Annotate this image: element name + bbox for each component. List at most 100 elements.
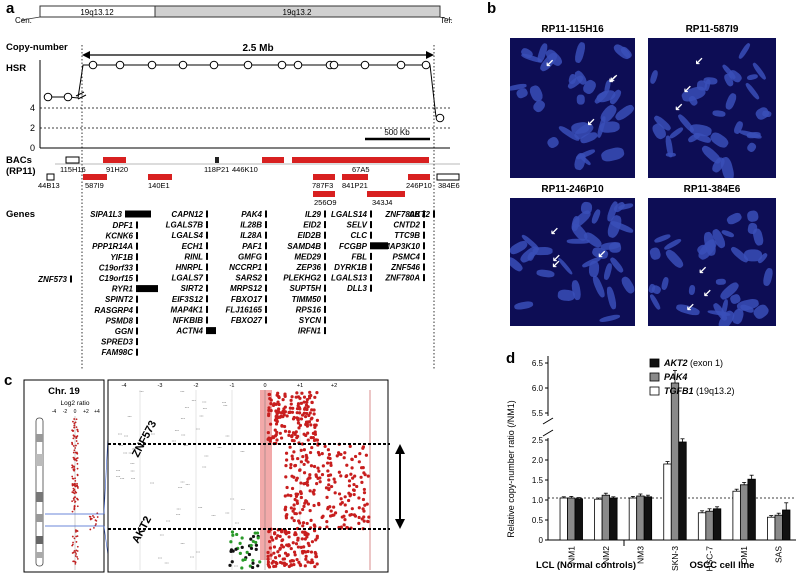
gene-SUPT5H: SUPT5H (289, 284, 321, 293)
scatter-point (298, 423, 303, 427)
scatter-point (301, 507, 305, 512)
gene-mark-LGALS14 (370, 210, 372, 218)
gene-mark-FAM98C (136, 348, 138, 356)
scatter-point (320, 472, 325, 477)
mini-point (96, 516, 99, 518)
scatter-point (312, 464, 317, 469)
scatter-point (303, 406, 307, 410)
chromosome-blob (745, 141, 758, 154)
probe-label: ••• (186, 482, 191, 487)
mini-point (75, 426, 78, 428)
bac-label-91H20: 91H20 (106, 165, 128, 174)
mini-point (77, 498, 79, 501)
scatter-point (290, 434, 294, 438)
probe-label: ••• (131, 475, 136, 480)
category-label-NM3: NM3 (635, 546, 645, 564)
probe-label: ••• (166, 518, 171, 523)
probe-label: ••• (217, 444, 222, 449)
probe-label: ••• (203, 406, 208, 411)
probe-label: ••• (251, 542, 256, 547)
mini-point (75, 491, 78, 494)
gene-LGALS4: LGALS4 (171, 231, 203, 240)
scatter-point (310, 540, 315, 544)
gene-mark-PAF1 (265, 242, 267, 250)
bac-446K10 (262, 157, 284, 163)
mini-point (73, 499, 75, 501)
scatter-point (286, 493, 290, 497)
scatter-point (299, 448, 303, 452)
fish-title-4: RP11-384E6 (683, 184, 741, 195)
chromosome-blob (590, 208, 602, 226)
scatter-point (283, 410, 287, 414)
probe-label: ••• (180, 540, 185, 545)
gene-ZNF780A: ZNF780A (384, 274, 420, 283)
mini-point (73, 458, 76, 461)
scatter-point (290, 486, 295, 491)
fish-title-2: RP11-587I9 (685, 24, 739, 35)
scatter-point (280, 424, 284, 428)
gene-mark-CNTD2 (423, 221, 425, 229)
scatter-point (307, 413, 311, 418)
scatter-point (343, 451, 347, 455)
mini-point (76, 467, 79, 470)
scatter-point (305, 535, 309, 539)
scatter-point (295, 391, 299, 395)
scatter-point (294, 430, 298, 434)
scatter-point (256, 564, 260, 568)
mini-point (93, 516, 95, 519)
scatter-point (301, 521, 306, 525)
scatter-point (327, 478, 331, 482)
scatter-point (276, 550, 280, 554)
gene-RYR1: RYR1 (112, 285, 134, 294)
scatter-point (256, 536, 260, 540)
bar-TGFB1-HSC-7 (697, 512, 707, 541)
scatter-point (339, 474, 343, 478)
mini-point (72, 451, 75, 454)
probe-label: ••• (178, 485, 183, 490)
chromosome-blob (662, 237, 683, 252)
mini-point (89, 515, 92, 518)
gene-mark-FLJ16165 (265, 305, 267, 313)
zoom-tick-7: +2 (331, 383, 337, 389)
bar-PAK4-NM2 (601, 494, 611, 541)
scatter-point (280, 538, 284, 543)
signal-arrow-icon: ↙ (694, 55, 704, 68)
scatter-point (362, 471, 366, 475)
signal-arrow-icon: ↙ (586, 116, 596, 129)
scatter-point (348, 494, 352, 498)
scatter-point (266, 550, 270, 555)
probe-label: ••• (172, 438, 177, 443)
y-tick-label: 5.5 (532, 409, 544, 418)
bac-115H16 (65, 156, 80, 164)
panel-c-figure: Chr. 19 Log2 ratio -4 -2 0 +2 +4 -4 -3 -… (23, 379, 405, 573)
chromosome-blob (573, 41, 587, 65)
y-tick-label: 6.0 (532, 384, 544, 393)
mini-point (74, 421, 77, 424)
gene-TIMM50: TIMM50 (292, 295, 322, 304)
bac-label-115H16: 115H16 (60, 165, 86, 174)
scatter-point (310, 558, 314, 562)
probe-label: ••• (124, 433, 129, 438)
legend-swatch-AKT2 (649, 358, 660, 368)
scatter-point (362, 509, 366, 513)
scatter-point (302, 411, 306, 415)
scatter-point (304, 557, 308, 561)
scatter-point (294, 492, 298, 496)
scatter-point (289, 398, 293, 402)
mini-point (72, 489, 75, 492)
scatter-point (366, 519, 370, 523)
gene-mark-SPRED3 (136, 338, 138, 346)
gene-LGALS14: LGALS14 (331, 210, 368, 219)
scatter-point (351, 488, 356, 492)
chromosome-blob (688, 284, 697, 295)
scatter-point (292, 507, 296, 511)
scatter-point (230, 530, 235, 534)
probe-label: ••• (223, 403, 228, 408)
gene-mark-SYCN (324, 316, 326, 324)
probe-label: ••• (158, 555, 163, 560)
probe-label: ••• (235, 520, 240, 525)
bac-label-841P21: 841P21 (342, 181, 368, 190)
gene-mark-AKT2 (433, 210, 435, 218)
probe-label: ••• (123, 450, 128, 455)
scatter-point (287, 535, 291, 539)
